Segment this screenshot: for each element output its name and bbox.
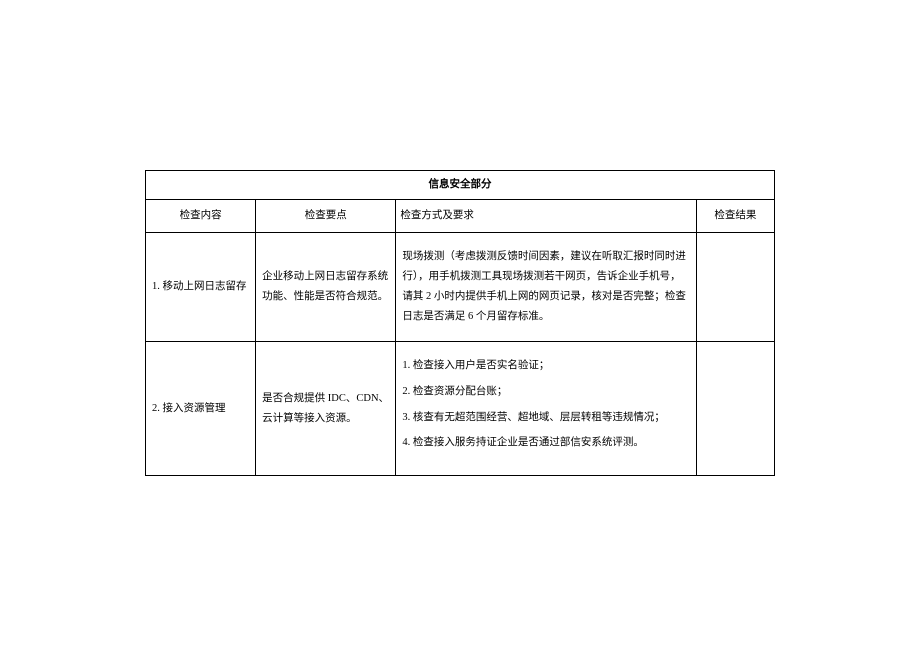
cell-points-2: 是否合规提供 IDC、CDN、云计算等接入资源。 (256, 341, 396, 476)
document-page: 信息安全部分 检查内容 检查要点 检查方式及要求 检查结果 1. 移动上网日志留… (0, 0, 920, 651)
cell-content-1: 1. 移动上网日志留存 (146, 232, 256, 341)
cell-result-1 (696, 232, 774, 341)
cell-method-2: 1. 检查接入用户是否实名验证； 2. 检查资源分配台账； 3. 核查有无超范围… (396, 341, 696, 476)
table-row: 2. 接入资源管理 是否合规提供 IDC、CDN、云计算等接入资源。 1. 检查… (146, 341, 775, 476)
method-line: 1. 检查接入用户是否实名验证； (402, 356, 689, 376)
method-line: 4. 检查接入服务持证企业是否通过部信安系统评测。 (402, 433, 689, 453)
cell-result-2 (696, 341, 774, 476)
header-check-method: 检查方式及要求 (396, 199, 696, 232)
security-table: 信息安全部分 检查内容 检查要点 检查方式及要求 检查结果 1. 移动上网日志留… (145, 170, 775, 476)
method-line: 2. 检查资源分配台账； (402, 382, 689, 402)
table-title: 信息安全部分 (146, 171, 775, 200)
header-check-result: 检查结果 (696, 199, 774, 232)
table-header-row: 检查内容 检查要点 检查方式及要求 检查结果 (146, 199, 775, 232)
method-line: 3. 核查有无超范围经营、超地域、层层转租等违规情况； (402, 408, 689, 428)
cell-content-2: 2. 接入资源管理 (146, 341, 256, 476)
cell-points-1: 企业移动上网日志留存系统功能、性能是否符合规范。 (256, 232, 396, 341)
cell-method-1: 现场拨测（考虑拨测反馈时间因素，建议在听取汇报时同时进行），用手机拨测工具现场拨… (396, 232, 696, 341)
header-check-content: 检查内容 (146, 199, 256, 232)
table-row: 1. 移动上网日志留存 企业移动上网日志留存系统功能、性能是否符合规范。 现场拨… (146, 232, 775, 341)
header-check-points: 检查要点 (256, 199, 396, 232)
table-title-row: 信息安全部分 (146, 171, 775, 200)
